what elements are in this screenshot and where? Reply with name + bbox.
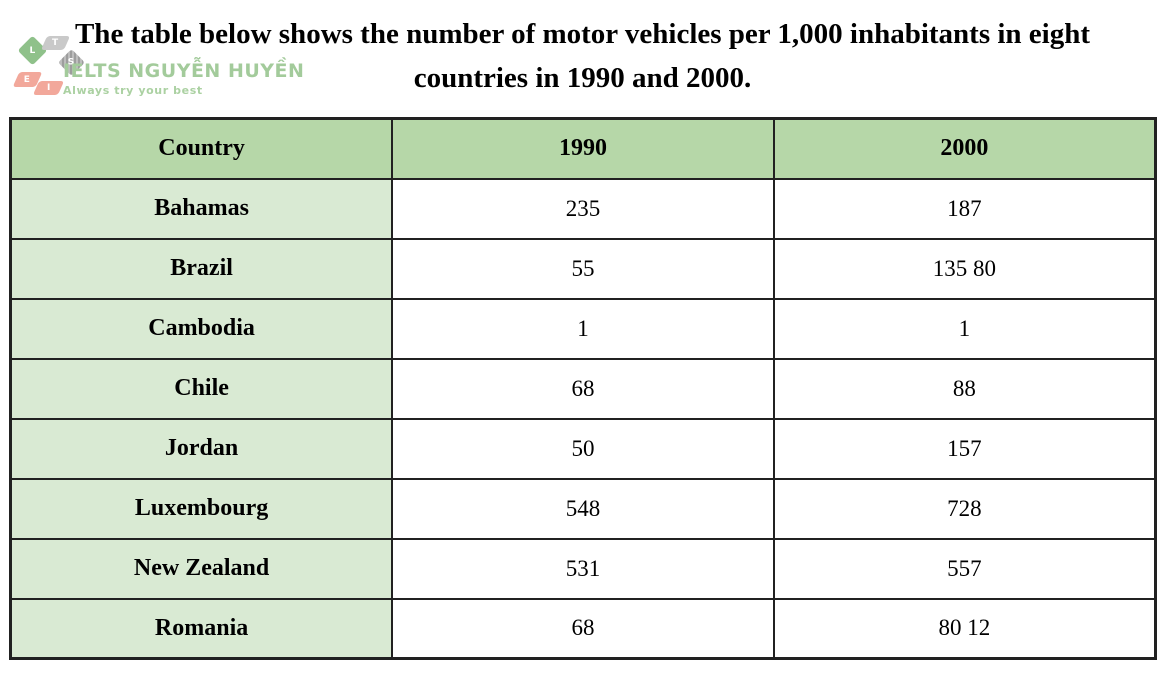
cell-2000: 135 80: [772, 237, 1157, 300]
table-row: New Zealand 531 557: [9, 537, 1157, 600]
cell-1990: 531: [391, 537, 775, 600]
col-header-1990: 1990: [391, 117, 775, 180]
page-title: The table below shows the number of moto…: [74, 18, 1091, 94]
col-header-country: Country: [9, 117, 394, 180]
cell-1990: 68: [391, 357, 775, 420]
page-header: L T S E I IELTS NGUYỄN HUYỀN Always try …: [0, 0, 1165, 117]
table-header-row: Country 1990 2000: [9, 117, 1157, 180]
brand-name: IELTS NGUYỄN HUYỀN: [63, 60, 305, 82]
table-row: Jordan 50 157: [9, 417, 1157, 480]
cell-2000: 187: [772, 177, 1157, 240]
table-header: Country 1990 2000: [9, 117, 1157, 180]
row-header-country: Jordan: [9, 417, 394, 480]
row-header-country: Chile: [9, 357, 394, 420]
table-row: Romania 68 80 12: [9, 597, 1157, 660]
cell-1990: 235: [391, 177, 775, 240]
row-header-country: Brazil: [9, 237, 394, 300]
table-row: Luxembourg 548 728: [9, 477, 1157, 540]
row-header-country: Bahamas: [9, 177, 394, 240]
row-header-country: Cambodia: [9, 297, 394, 360]
brand-logo: L T S E I IELTS NGUYỄN HUYỀN Always try …: [10, 32, 304, 102]
cell-2000: 1: [772, 297, 1157, 360]
table-row: Brazil 55 135 80: [9, 237, 1157, 300]
table-row: Bahamas 235 187: [9, 177, 1157, 240]
cell-1990: 50: [391, 417, 775, 480]
cell-2000: 88: [772, 357, 1157, 420]
row-header-country: New Zealand: [9, 537, 394, 600]
cell-1990: 68: [391, 597, 775, 660]
cell-2000: 157: [772, 417, 1157, 480]
cell-1990: 1: [391, 297, 775, 360]
cell-2000: 80 12: [772, 597, 1157, 660]
cell-1990: 548: [391, 477, 775, 540]
row-header-country: Luxembourg: [9, 477, 394, 540]
brand-text-block: IELTS NGUYỄN HUYỀN Always try your best: [63, 60, 304, 97]
table-row: Cambodia 1 1: [9, 297, 1157, 360]
cell-1990: 55: [391, 237, 775, 300]
table-body: Bahamas 235 187 Brazil 55 135 80 Cambodia 1 1 Chi…: [9, 177, 1157, 660]
table-row: Chile 68 88: [9, 357, 1157, 420]
cell-2000: 728: [772, 477, 1157, 540]
cell-2000: 557: [772, 537, 1157, 600]
motor-vehicles-table: Country 1990 2000 Bahamas 235 187 Brazil 55 1…: [9, 117, 1157, 660]
brand-tagline: Always try your best: [63, 84, 203, 97]
row-header-country: Romania: [9, 597, 394, 660]
col-header-2000: 2000: [772, 117, 1157, 180]
